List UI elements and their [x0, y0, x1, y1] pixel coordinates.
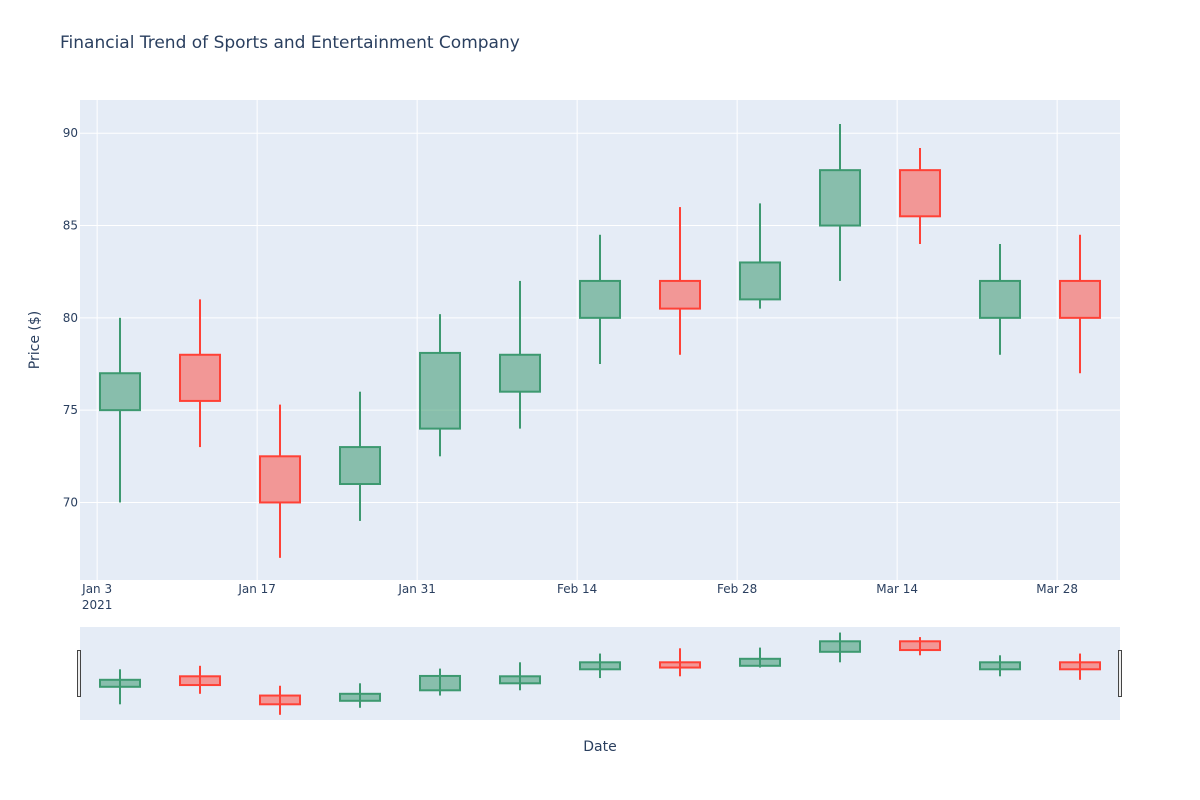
mini-candle-body — [99, 678, 141, 688]
mini-candle-body — [179, 675, 221, 687]
mini-candle — [499, 662, 541, 691]
mini-candle-body — [579, 661, 621, 671]
mini-candle — [579, 653, 621, 679]
candle-body — [659, 279, 701, 310]
grid-lines — [80, 100, 1120, 580]
x-tick-label: Mar 28 — [1036, 582, 1078, 596]
mini-candle-body — [1059, 661, 1101, 671]
mini-candle-body — [819, 640, 861, 653]
candle-increasing[interactable] — [819, 124, 861, 281]
candle-increasing[interactable] — [499, 280, 541, 429]
x-tick-label: Jan 17 — [237, 582, 276, 596]
mini-candle-body — [259, 694, 301, 706]
mini-candle-body — [419, 674, 461, 692]
mini-candle-body — [499, 675, 541, 685]
candle-body — [179, 353, 221, 402]
x-axis-title: Date — [583, 739, 616, 755]
y-tick-label: 75 — [63, 403, 78, 417]
mini-candle — [979, 655, 1021, 677]
x-tick-label: Jan 3 — [81, 582, 112, 596]
chart-title: Financial Trend of Sports and Entertainm… — [60, 33, 520, 53]
range-slider-left-handle[interactable] — [77, 650, 81, 697]
candle-increasing[interactable] — [339, 391, 381, 521]
x-tick-label: Jan 31 — [397, 582, 436, 596]
candle-body — [579, 279, 621, 319]
candle-body — [259, 455, 301, 504]
candle-increasing[interactable] — [739, 203, 781, 309]
mini-candle — [739, 647, 781, 668]
candle-body — [99, 372, 141, 412]
y-tick-label: 80 — [63, 311, 78, 325]
mini-candle-body — [979, 661, 1021, 671]
y-tick-label: 70 — [63, 495, 78, 509]
x-tick-label: Feb 28 — [717, 582, 757, 596]
candle-decreasing[interactable] — [179, 299, 221, 448]
candle-increasing[interactable] — [579, 234, 621, 364]
mini-candle — [419, 668, 461, 696]
x-tick-label: Feb 14 — [557, 582, 597, 596]
y-tick-label: 85 — [63, 219, 78, 233]
candle-body — [419, 351, 461, 430]
mini-candle — [659, 648, 701, 677]
candle-body — [1059, 279, 1101, 319]
candle-decreasing[interactable] — [899, 148, 941, 244]
candle-decreasing[interactable] — [659, 207, 701, 355]
mini-candle — [179, 665, 221, 694]
mini-candle — [259, 685, 301, 715]
range-slider-right-handle[interactable] — [1118, 650, 1122, 697]
y-tick-label: 90 — [63, 126, 78, 140]
y-axis-title: Price ($) — [27, 311, 43, 369]
candle-decreasing[interactable] — [259, 404, 301, 558]
candle-body — [899, 169, 941, 218]
mini-candle — [99, 669, 141, 705]
mini-candle — [819, 632, 861, 663]
candle-decreasing[interactable] — [1059, 234, 1101, 374]
axis-ticks: 70 75 80 85 90 Jan 3 2021 Jan 17 Jan 31 Feb 14 Feb… — [63, 126, 1078, 612]
range-slider-candles — [99, 632, 1101, 715]
candle-body — [499, 353, 541, 393]
mini-candle-body — [899, 640, 941, 652]
candle-body — [979, 279, 1021, 319]
mini-candle — [899, 637, 941, 656]
mini-candle-body — [659, 661, 701, 669]
candle-increasing[interactable] — [99, 317, 141, 503]
candle-body — [339, 446, 381, 486]
candle-increasing[interactable] — [979, 244, 1021, 355]
x-tick-year-label: 2021 — [82, 598, 113, 612]
candle-body — [739, 261, 781, 301]
x-tick-label: Mar 14 — [876, 582, 918, 596]
candle-increasing[interactable] — [419, 314, 461, 457]
mini-candle — [339, 683, 381, 708]
mini-candle-body — [739, 657, 781, 667]
candle-body — [819, 169, 861, 227]
candles — [99, 124, 1101, 558]
mini-candle-body — [339, 692, 381, 702]
mini-candle — [1059, 653, 1101, 680]
